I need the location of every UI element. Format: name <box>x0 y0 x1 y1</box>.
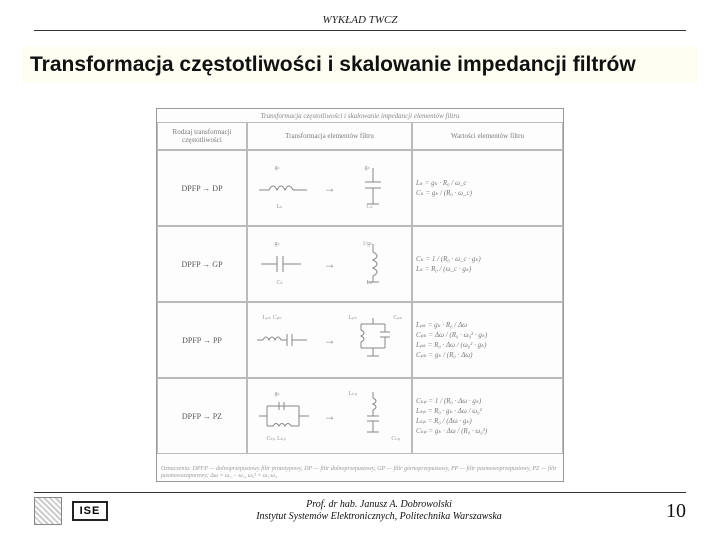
equation-text: Cₖₚ = 1 / (R₀ · Δω · gₖ) <box>416 397 559 405</box>
elem-tag: Cₖₚ <box>391 435 400 442</box>
row-label: DPFP → GP <box>157 226 247 302</box>
rule-top <box>34 30 686 31</box>
inductor-icon <box>253 160 317 216</box>
footer-credits: Prof. dr hab. Janusz A. Dobrowolski Inst… <box>256 499 502 523</box>
element-after: Lₚₖ Cₚₖ <box>343 312 407 368</box>
element-after: gₖ Cₖ <box>343 160 407 216</box>
equation-text: Cₖₚ = gₖ · Δω / (R₀ · ω₀²) <box>416 427 559 435</box>
figure-caption: Transformacja częstotliwości i skalowani… <box>157 109 563 122</box>
elem-tag: Cₖ <box>277 279 284 286</box>
equation-text: Lₖ = R₀ / (ω_c · gₖ) <box>416 265 559 273</box>
equation-text: Cₖ = 1 / (R₀ · ω_c · gₖ) <box>416 255 559 263</box>
arrow-icon: → <box>324 409 336 424</box>
series-lc-icon <box>253 312 317 368</box>
institute-name: Instytut Systemów Elektronicznych, Polit… <box>256 511 502 523</box>
elem-tag: Cₖ <box>367 203 374 210</box>
page-footer: ISE Prof. dr hab. Janusz A. Dobrowolski … <box>0 492 720 530</box>
equation-text: Lₖₚ = R₀ · gₖ · Δω / ω₀² <box>416 407 559 415</box>
ise-logo-icon: ISE <box>72 501 108 521</box>
equation-text: Cₚₖ = gₖ / (R₀ · Δω) <box>416 351 559 359</box>
row-diagrams: gₖ Cₖ → 1/gₖ Lₖ <box>247 226 412 302</box>
equation-text: Lₚₖ = gₖ · R₀ / Δω <box>416 321 559 329</box>
row-diagrams: Lₚₖ Cₚₖ → Lₚₖ <box>247 302 412 378</box>
page-number: 10 <box>650 500 686 523</box>
elem-tag: Lₖ <box>367 279 373 286</box>
equation-text: Lₖₚ = R₀ / (Δω · gₖ) <box>416 417 559 425</box>
row-diagrams: gₖ Lₖ → gₖ Cₖ <box>247 150 412 226</box>
row-equations: Cₖₚ = 1 / (R₀ · Δω · gₖ) Lₖₚ = R₀ · gₖ ·… <box>412 378 563 454</box>
row-diagrams: gₖ Cₖₚ Lₖₚ → Lₖₚ <box>247 378 412 454</box>
inductor-icon <box>343 236 407 292</box>
col-header-1: Rodzaj transformacji częstotliwości <box>157 122 247 150</box>
equation-text: Lₚₖ = R₀ · Δω / (ω₀² · gₖ) <box>416 341 559 349</box>
col-header-3: Wartości elementów filtru <box>412 122 563 150</box>
equation-text: Cₚₖ = Δω / (R₀ · ω₀² · gₖ) <box>416 331 559 339</box>
col-header-2: Transformacja elementów filtru <box>247 122 412 150</box>
row-equations: Lₚₖ = gₖ · R₀ / Δω Cₚₖ = Δω / (R₀ · ω₀² … <box>412 302 563 378</box>
arrow-icon: → <box>324 181 336 196</box>
row-label: DPFP → PZ <box>157 378 247 454</box>
row-label: DPFP → DP <box>157 150 247 226</box>
element-after: 1/gₖ Lₖ <box>343 236 407 292</box>
arrow-icon: → <box>324 333 336 348</box>
element-before: gₖ Cₖₚ Lₖₚ <box>253 388 317 444</box>
capacitor-icon <box>253 236 317 292</box>
course-header: WYKŁAD TWCZ <box>0 0 720 26</box>
slide-title-wrap: Transformacja częstotliwości i skalowani… <box>22 47 698 83</box>
university-crest-icon <box>34 497 62 525</box>
figure-table: Transformacja częstotliwości i skalowani… <box>156 108 564 482</box>
element-before: gₖ Lₖ <box>253 160 317 216</box>
capacitor-icon <box>343 160 407 216</box>
elem-tag: Lₖ <box>277 203 283 210</box>
elem-tag: Cₚₖ <box>393 314 402 321</box>
row-equations: Cₖ = 1 / (R₀ · ω_c · gₖ) Lₖ = R₀ / (ω_c … <box>412 226 563 302</box>
element-before: Lₚₖ Cₚₖ <box>253 312 317 368</box>
slide-title: Transformacja częstotliwości i skalowani… <box>30 53 690 77</box>
arrow-icon: → <box>324 257 336 272</box>
equation-text: Cₖ = gₖ / (R₀ · ω_c) <box>416 189 559 197</box>
footer-row: ISE Prof. dr hab. Janusz A. Dobrowolski … <box>0 497 720 525</box>
author-name: Prof. dr hab. Janusz A. Dobrowolski <box>256 499 502 511</box>
row-label: DPFP → PP <box>157 302 247 378</box>
footer-logos: ISE <box>34 497 108 525</box>
elem-tag: Cₖₚ Lₖₚ <box>267 435 286 442</box>
figure-footnote: Oznaczenia: DPFP — dolnoprzepustowy filt… <box>157 464 563 479</box>
figure-grid: Rodzaj transformacji częstotliwości Tran… <box>157 122 563 464</box>
element-after: Lₖₚ Cₖₚ <box>343 388 407 444</box>
rule-bottom <box>34 492 686 493</box>
equation-text: Lₖ = gₖ · R₀ / ω_c <box>416 179 559 187</box>
element-before: gₖ Cₖ <box>253 236 317 292</box>
row-equations: Lₖ = gₖ · R₀ / ω_c Cₖ = gₖ / (R₀ · ω_c) <box>412 150 563 226</box>
